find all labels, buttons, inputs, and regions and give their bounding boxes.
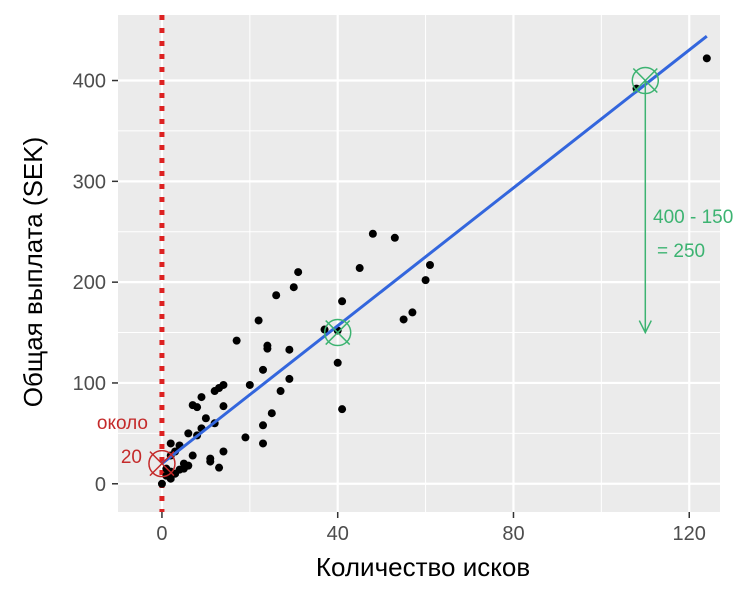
data-point — [333, 358, 342, 367]
regression-line — [161, 35, 708, 465]
x-tick-labels: 0 40 80 120 — [156, 523, 706, 545]
data-point — [206, 454, 215, 463]
difference-arrow — [638, 80, 652, 335]
x-tick-label: 40 — [327, 523, 349, 545]
difference-annotation-line2: = 250 — [657, 241, 705, 262]
x-axis-title: Количество исков — [316, 552, 530, 582]
data-point — [390, 233, 399, 242]
cross-marker-stroke — [149, 451, 175, 477]
data-point — [368, 229, 377, 238]
data-point — [259, 421, 268, 430]
data-point — [285, 345, 294, 354]
data-point — [421, 276, 430, 285]
difference-annotation-line1: 400 - 150 — [653, 207, 733, 228]
data-point — [425, 261, 434, 270]
y-tick-label: 100 — [73, 373, 106, 395]
data-point — [338, 297, 347, 306]
axis-ticks — [112, 79, 690, 518]
data-point — [294, 268, 303, 277]
data-point — [272, 291, 281, 300]
arrow-head — [638, 320, 652, 335]
intercept-annotation-line2: 20 — [121, 447, 142, 468]
data-point — [184, 461, 193, 470]
data-point — [157, 479, 166, 488]
data-point — [276, 387, 285, 396]
data-point — [201, 414, 210, 423]
x-tick-label: 120 — [673, 523, 706, 545]
data-points — [157, 54, 711, 488]
data-point — [285, 374, 294, 383]
data-point — [219, 402, 228, 411]
data-point — [219, 447, 228, 456]
data-point — [355, 264, 364, 273]
y-tick-label: 400 — [73, 71, 106, 93]
data-point — [254, 316, 263, 325]
y-tick-label: 200 — [73, 272, 106, 294]
intercept-annotation-line1: около — [97, 413, 148, 434]
circle-marker — [323, 318, 352, 347]
data-point — [259, 365, 268, 374]
data-point — [166, 439, 175, 448]
data-point — [338, 405, 347, 414]
data-point — [197, 393, 206, 402]
x-tick-label: 0 — [156, 523, 167, 545]
y-tick-label: 300 — [73, 171, 106, 193]
data-point — [399, 315, 408, 324]
data-point — [702, 54, 711, 63]
data-point — [193, 403, 202, 412]
data-point — [241, 433, 250, 442]
data-point — [289, 283, 298, 292]
data-point — [408, 308, 417, 317]
data-point — [232, 336, 241, 345]
data-point — [215, 463, 224, 472]
data-point — [263, 344, 272, 353]
circle-marker — [148, 449, 176, 478]
data-point — [267, 409, 276, 418]
y-axis-title: Общая выплата (SEK) — [18, 137, 48, 408]
data-point — [188, 451, 197, 460]
y-tick-labels: 0 100 200 300 400 — [73, 71, 106, 496]
x-tick-label: 80 — [502, 523, 524, 545]
data-point — [259, 439, 268, 448]
data-point — [245, 380, 254, 389]
data-point — [184, 429, 193, 438]
data-point — [219, 380, 228, 389]
y-tick-label: 0 — [95, 474, 106, 496]
cross-marker-stroke — [325, 320, 351, 346]
